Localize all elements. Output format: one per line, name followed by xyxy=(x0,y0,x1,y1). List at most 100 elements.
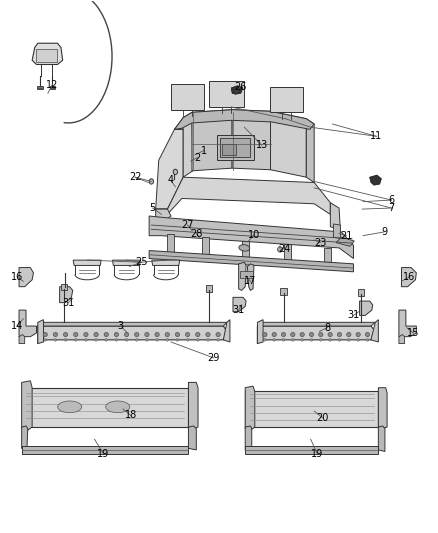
Polygon shape xyxy=(242,241,249,257)
Polygon shape xyxy=(220,138,251,157)
Text: 16: 16 xyxy=(11,272,23,282)
Polygon shape xyxy=(360,301,373,316)
Polygon shape xyxy=(333,224,340,238)
Ellipse shape xyxy=(346,333,351,337)
Polygon shape xyxy=(201,237,208,255)
Polygon shape xyxy=(38,326,227,344)
Text: 19: 19 xyxy=(311,449,323,458)
Polygon shape xyxy=(174,114,218,130)
Text: 10: 10 xyxy=(248,230,260,240)
Polygon shape xyxy=(336,237,354,246)
Ellipse shape xyxy=(319,338,322,341)
Text: 11: 11 xyxy=(370,131,382,141)
Ellipse shape xyxy=(263,333,267,337)
Text: 23: 23 xyxy=(314,238,326,247)
Polygon shape xyxy=(166,233,173,252)
Ellipse shape xyxy=(186,338,189,341)
Ellipse shape xyxy=(217,338,219,341)
Text: 1: 1 xyxy=(201,146,207,156)
Ellipse shape xyxy=(216,333,220,337)
Ellipse shape xyxy=(328,333,332,337)
Polygon shape xyxy=(324,248,331,262)
Polygon shape xyxy=(21,381,32,430)
Polygon shape xyxy=(280,288,287,295)
Polygon shape xyxy=(231,86,243,94)
Text: 12: 12 xyxy=(46,80,58,90)
Polygon shape xyxy=(188,382,198,429)
Text: 22: 22 xyxy=(129,172,141,182)
Polygon shape xyxy=(258,320,263,344)
Ellipse shape xyxy=(338,338,341,341)
Ellipse shape xyxy=(95,338,97,341)
Ellipse shape xyxy=(165,333,170,337)
Ellipse shape xyxy=(44,338,46,341)
Text: 18: 18 xyxy=(125,410,137,421)
Polygon shape xyxy=(285,244,291,260)
Ellipse shape xyxy=(106,401,130,413)
Polygon shape xyxy=(73,260,101,265)
Ellipse shape xyxy=(145,338,148,341)
Polygon shape xyxy=(232,110,271,169)
Ellipse shape xyxy=(43,333,47,337)
Polygon shape xyxy=(36,49,57,62)
Ellipse shape xyxy=(166,338,169,341)
Text: 31: 31 xyxy=(62,297,74,308)
Ellipse shape xyxy=(282,338,285,341)
Text: 6: 6 xyxy=(389,195,395,205)
Polygon shape xyxy=(245,446,378,454)
Text: 24: 24 xyxy=(278,245,291,254)
Ellipse shape xyxy=(175,333,180,337)
Text: 29: 29 xyxy=(208,353,220,363)
Polygon shape xyxy=(32,43,63,64)
Text: 9: 9 xyxy=(381,227,387,237)
Ellipse shape xyxy=(176,338,179,341)
Ellipse shape xyxy=(309,333,314,337)
Polygon shape xyxy=(155,177,330,217)
Ellipse shape xyxy=(94,333,98,337)
Polygon shape xyxy=(21,446,188,454)
Ellipse shape xyxy=(54,338,57,341)
Ellipse shape xyxy=(365,333,370,337)
Polygon shape xyxy=(152,260,180,265)
Text: 31: 31 xyxy=(233,305,245,315)
Polygon shape xyxy=(306,119,314,182)
Ellipse shape xyxy=(337,333,342,337)
Ellipse shape xyxy=(135,338,138,341)
Polygon shape xyxy=(19,335,25,344)
Polygon shape xyxy=(399,310,417,337)
Polygon shape xyxy=(402,268,417,287)
Ellipse shape xyxy=(239,245,250,251)
Polygon shape xyxy=(21,426,28,450)
Ellipse shape xyxy=(207,338,209,341)
Ellipse shape xyxy=(149,179,153,184)
Text: 7: 7 xyxy=(389,203,395,213)
Ellipse shape xyxy=(58,401,81,413)
Polygon shape xyxy=(258,326,375,344)
Ellipse shape xyxy=(197,338,199,341)
Polygon shape xyxy=(21,387,188,427)
Ellipse shape xyxy=(115,338,118,341)
Ellipse shape xyxy=(85,338,87,341)
Ellipse shape xyxy=(281,333,286,337)
Ellipse shape xyxy=(155,333,159,337)
Polygon shape xyxy=(223,320,230,342)
Polygon shape xyxy=(245,386,255,430)
Ellipse shape xyxy=(124,333,129,337)
Text: 31: 31 xyxy=(347,310,360,320)
Text: 8: 8 xyxy=(324,322,330,333)
Text: 13: 13 xyxy=(256,140,268,150)
Ellipse shape xyxy=(291,333,295,337)
Ellipse shape xyxy=(64,333,68,337)
Ellipse shape xyxy=(301,338,304,341)
Ellipse shape xyxy=(278,247,283,252)
Polygon shape xyxy=(258,322,375,326)
Polygon shape xyxy=(358,289,364,296)
Ellipse shape xyxy=(156,338,159,341)
Ellipse shape xyxy=(318,333,323,337)
Polygon shape xyxy=(378,387,387,429)
Polygon shape xyxy=(183,112,193,177)
Ellipse shape xyxy=(329,338,332,341)
Polygon shape xyxy=(245,426,252,451)
Polygon shape xyxy=(60,287,73,303)
Polygon shape xyxy=(61,284,67,290)
